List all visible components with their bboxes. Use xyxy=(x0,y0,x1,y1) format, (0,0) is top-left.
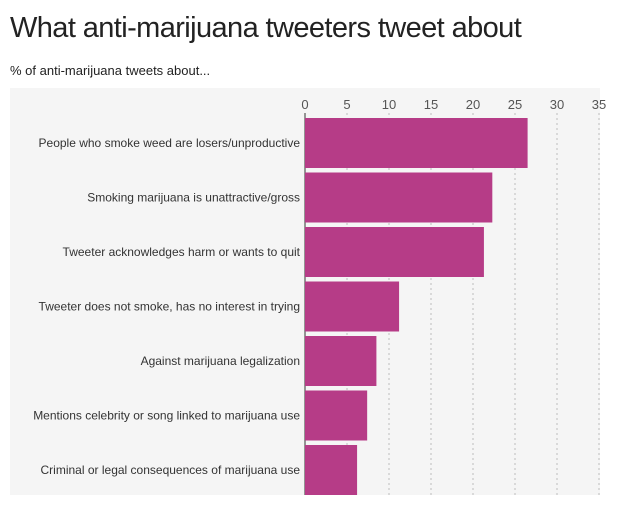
chart-subtitle: % of anti-marijuana tweets about... xyxy=(10,63,211,78)
category-label: Against marijuana legalization xyxy=(141,354,300,368)
x-tick-label: 15 xyxy=(424,97,438,112)
x-tick-label: 20 xyxy=(466,97,480,112)
bar xyxy=(305,336,377,386)
category-label: Mentions celebrity or song linked to mar… xyxy=(33,409,300,423)
x-tick-label: 25 xyxy=(508,97,522,112)
bar xyxy=(305,445,358,495)
category-label: Criminal or legal consequences of mariju… xyxy=(41,463,301,477)
category-label: People who smoke weed are losers/unprodu… xyxy=(39,136,301,150)
bar xyxy=(305,281,400,332)
bar xyxy=(305,390,368,441)
x-tick-label: 5 xyxy=(343,97,350,112)
bar xyxy=(305,227,484,277)
category-label: Tweeter acknowledges harm or wants to qu… xyxy=(63,245,301,259)
x-tick-label: 35 xyxy=(592,97,606,112)
category-label: Smoking marijuana is unattractive/gross xyxy=(87,191,300,205)
chart-title: What anti-marijuana tweeters tweet about xyxy=(10,12,522,44)
category-label: Tweeter does not smoke, has no interest … xyxy=(39,300,300,314)
x-tick-label: 10 xyxy=(382,97,396,112)
bar xyxy=(305,118,528,168)
x-tick-label: 0 xyxy=(301,97,308,112)
x-tick-label: 30 xyxy=(550,97,564,112)
bar xyxy=(305,172,493,223)
